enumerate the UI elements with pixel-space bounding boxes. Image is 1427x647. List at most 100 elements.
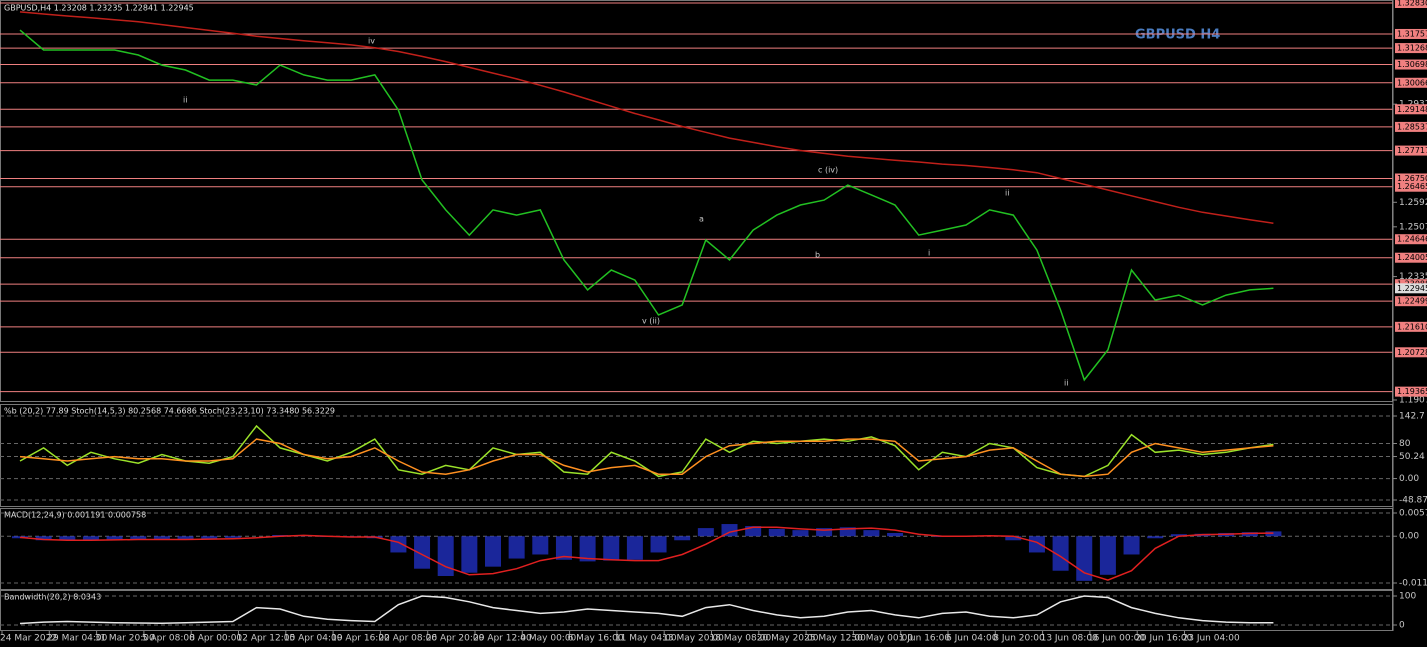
histogram-bar <box>1005 536 1022 541</box>
x-tick-label: 30 May 00:00 <box>851 634 913 644</box>
x-tick-label: 26 Apr 20:00 <box>426 634 485 644</box>
histogram-bar <box>485 536 501 567</box>
level-box <box>1395 43 1427 54</box>
x-tick-label: 25 May 12:00 <box>804 634 866 644</box>
y-tick-label: 0 <box>1399 621 1405 631</box>
y-tick-label: 1.23350 <box>1399 272 1427 282</box>
histogram-bar <box>153 536 170 540</box>
wave-label: i <box>928 249 930 258</box>
series-line <box>19 438 1274 478</box>
histogram-bar <box>201 536 218 539</box>
histogram-bar <box>224 536 241 538</box>
histogram-bar <box>1147 536 1164 539</box>
macd-header: MACD(12,24,9) 0.001191 0.000758 <box>4 511 146 520</box>
level-label: 1.30066 <box>1397 78 1427 87</box>
level-label: 1.27717 <box>1397 146 1427 155</box>
level-label: 1.20728 <box>1397 348 1427 357</box>
x-tick-label: 4 May 00:00 <box>520 634 576 644</box>
level-label: 1.26750 <box>1397 174 1427 183</box>
histogram-bar <box>1099 536 1116 575</box>
wave-label: b <box>815 251 820 260</box>
y-tick-label: -0.011523 <box>1399 579 1427 589</box>
x-tick-label: 18 May 08:00 <box>710 634 772 644</box>
x-tick-label: 22 Apr 08:00 <box>378 634 437 644</box>
histogram-bar <box>414 536 431 569</box>
wave-label: ii <box>1005 189 1009 198</box>
level-box <box>1395 145 1427 156</box>
histogram-bar <box>863 530 880 537</box>
series-line <box>19 526 1274 581</box>
x-tick-label: 12 Apr 12:00 <box>237 634 296 644</box>
level-label: 1.29148 <box>1397 105 1427 114</box>
level-label: 1.19365 <box>1397 387 1427 396</box>
x-tick-label: 29 Mar 04:00 <box>47 634 107 644</box>
y-tick-label: 0.00 <box>1399 532 1419 542</box>
histogram-bar <box>35 536 52 541</box>
histogram-bar <box>508 536 525 559</box>
level-box <box>1395 77 1427 88</box>
histogram-bar <box>650 536 667 553</box>
level-box <box>1395 104 1427 115</box>
oscillator-header: %b (20,2) 77.89 Stoch(14,5,3) 80.2568 74… <box>4 407 335 416</box>
x-tick-label: 5 Apr 08:00 <box>142 634 195 644</box>
y-tick-label: 1.19075 <box>1399 396 1427 406</box>
level-box <box>1395 121 1427 132</box>
level-label: 1.28537 <box>1397 122 1427 131</box>
x-tick-label: 6 Jun 04:00 <box>946 634 998 644</box>
histogram-bar <box>461 536 478 573</box>
histogram-bar <box>1028 536 1045 553</box>
y-tick-label: 0.005718 <box>1399 509 1427 519</box>
histogram-bar <box>532 536 549 555</box>
bandwidth-header: Bandwidth(20,2) 8.0343 <box>4 593 101 602</box>
x-tick-label: 1 Jun 16:00 <box>899 634 951 644</box>
x-tick-label: 15 Apr 04:00 <box>284 634 343 644</box>
x-tick-label: 8 Apr 00:00 <box>189 634 242 644</box>
level-label: 1.21610 <box>1397 322 1427 331</box>
level-label: 1.22499 <box>1397 297 1427 306</box>
level-box <box>1395 173 1427 184</box>
histogram-bar <box>12 536 28 539</box>
wave-label: a <box>699 215 704 224</box>
histogram-bar <box>579 536 596 562</box>
x-tick-label: 13 May 20:00 <box>662 634 724 644</box>
level-label: 1.31268 <box>1397 44 1427 53</box>
level-label: 1.24005 <box>1397 253 1427 262</box>
level-label: 1.30698 <box>1397 60 1427 69</box>
histogram-bar <box>745 526 762 537</box>
histogram-bar <box>437 536 454 577</box>
histogram-bar <box>626 536 643 560</box>
histogram-bar <box>839 527 856 537</box>
wave-label: iv <box>368 37 375 46</box>
histogram-bar <box>674 536 691 541</box>
level-box <box>1395 234 1427 245</box>
series-line <box>19 595 1274 625</box>
y-tick-label: 50.24 <box>1399 452 1425 462</box>
level-box <box>1395 0 1427 8</box>
x-tick-label: 24 Mar 2022 <box>0 634 57 644</box>
x-tick-label: 8 Jun 20:00 <box>993 634 1045 644</box>
level-label: 1.32830 <box>1397 0 1427 8</box>
histogram-bar <box>792 530 809 537</box>
histogram-bar <box>1052 536 1069 571</box>
histogram-bar <box>177 536 194 540</box>
histogram-bar <box>1170 534 1187 537</box>
histogram-bar <box>1123 536 1140 555</box>
histogram-bar <box>816 528 833 537</box>
y-tick-label: 1.25925 <box>1399 198 1427 208</box>
x-tick-label: 29 Apr 12:00 <box>473 634 532 644</box>
last-price-box <box>1395 283 1427 294</box>
x-tick-label: 20 Jun 16:00 <box>1135 634 1192 644</box>
histogram-bar <box>1241 532 1258 537</box>
wave-label: v (ii) <box>642 317 660 326</box>
x-tick-label: 11 May 04:00 <box>615 634 677 644</box>
histogram-bar <box>1265 531 1282 537</box>
y-tick-label: -48.87 <box>1399 496 1427 506</box>
histogram-bar <box>721 524 738 537</box>
histogram-bar <box>697 528 714 537</box>
x-tick-label: 19 Apr 16:00 <box>331 634 390 644</box>
histogram-bar <box>130 536 147 540</box>
wave-label: ii <box>1064 379 1068 388</box>
histogram-bar <box>887 532 904 537</box>
